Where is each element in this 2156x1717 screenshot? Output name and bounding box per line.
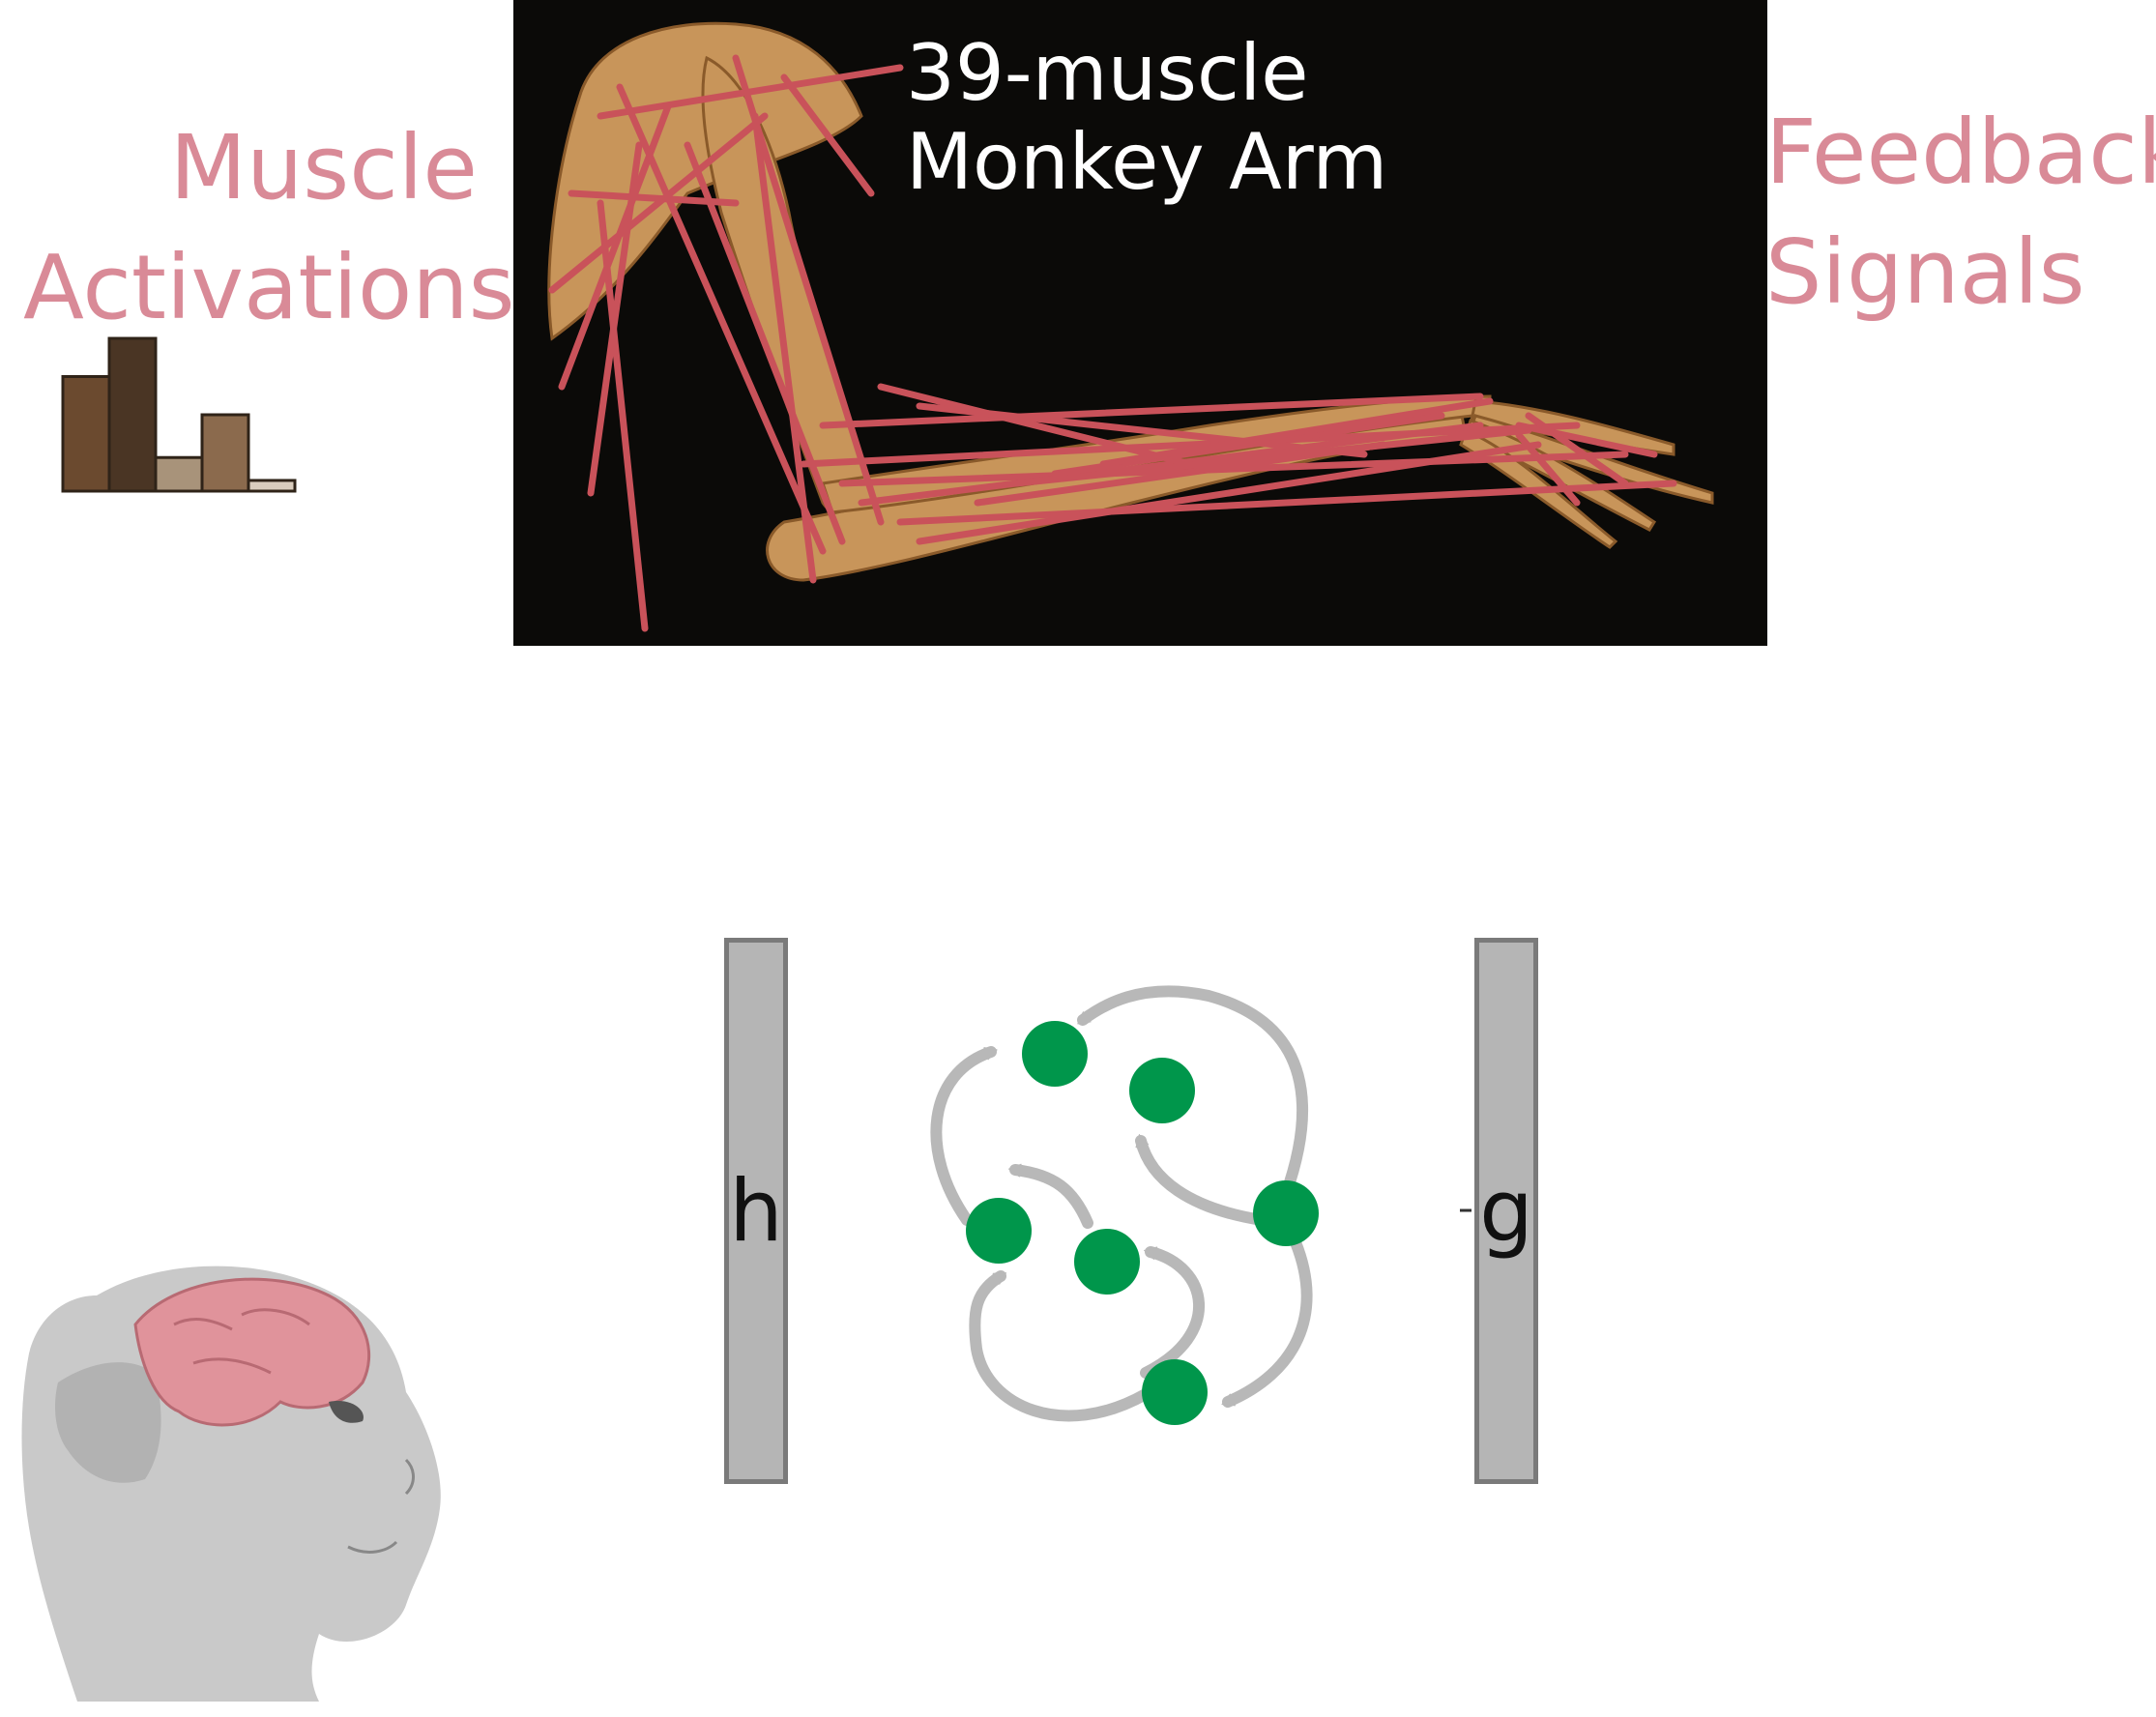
- feedback-signals-label: Feedback Signals: [1765, 101, 2156, 324]
- activation-bar-4: [200, 413, 250, 493]
- arm-skeleton-illustration: [547, 21, 1714, 632]
- input-layer-h: h: [724, 938, 788, 1484]
- neuron-6: [1142, 1359, 1208, 1425]
- neuron-1: [1022, 1021, 1088, 1087]
- output-layer-g: g: [1474, 938, 1538, 1484]
- activation-bar-2: [107, 336, 158, 493]
- activation-bar-1: [61, 375, 111, 493]
- activation-bar-5: [247, 479, 297, 493]
- neurons: [966, 1021, 1319, 1425]
- muscle-activations-label: Muscle Activations: [23, 116, 515, 339]
- input-layer-label: h: [729, 1161, 783, 1261]
- activation-bar-3: [154, 455, 204, 493]
- arm-model-title: 39-muscle Monkey Arm: [906, 28, 1388, 207]
- neuron-2: [1129, 1058, 1195, 1123]
- neuron-3: [1253, 1180, 1319, 1246]
- arm-model-panel: 39-muscle Monkey Arm: [513, 0, 1767, 646]
- output-layer-label: g: [1479, 1161, 1533, 1261]
- neuron-4: [966, 1198, 1032, 1264]
- neuron-5: [1074, 1229, 1140, 1295]
